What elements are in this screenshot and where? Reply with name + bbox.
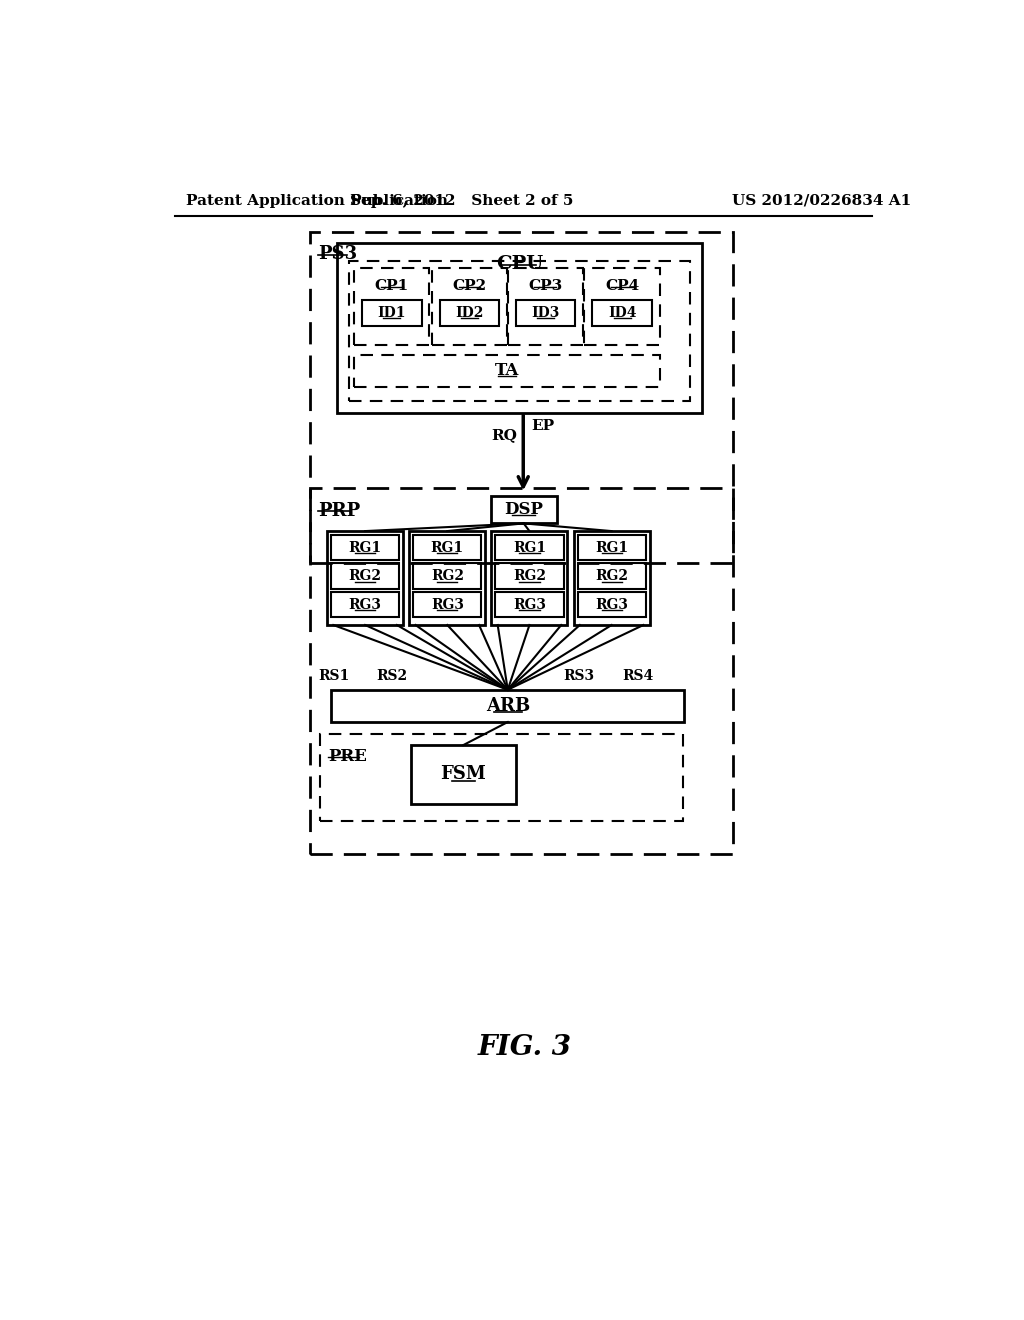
Text: RG1: RG1 [431,541,464,554]
Bar [515,300,575,326]
Text: RG2: RG2 [595,569,628,583]
Text: Sep. 6, 2012   Sheet 2 of 5: Sep. 6, 2012 Sheet 2 of 5 [349,194,573,207]
Text: RG3: RG3 [348,598,382,611]
Bar [573,531,649,626]
Bar [354,355,659,387]
Bar [414,535,481,561]
Bar [508,268,583,345]
Bar [331,535,399,561]
Bar [310,231,732,562]
Text: RG2: RG2 [348,569,382,583]
Text: ID2: ID2 [456,306,483,321]
Text: RG3: RG3 [513,598,546,611]
Text: ID3: ID3 [531,306,559,321]
Bar [331,689,684,722]
Text: RG1: RG1 [595,541,628,554]
Text: RG2: RG2 [431,569,464,583]
Bar [439,300,500,326]
Text: PRP: PRP [317,502,360,520]
Bar [331,591,399,618]
Text: Patent Application Publication: Patent Application Publication [186,194,449,207]
Bar [411,744,515,804]
Text: RG1: RG1 [348,541,382,554]
Bar [578,535,646,561]
Text: RG2: RG2 [513,569,546,583]
Bar [349,261,690,401]
Bar [337,243,701,412]
Text: ID4: ID4 [608,306,636,321]
Bar [490,496,557,524]
Bar [310,488,732,854]
Bar [585,268,659,345]
Text: CP2: CP2 [453,279,486,293]
Text: CP4: CP4 [605,279,639,293]
Text: PRE: PRE [328,748,367,766]
Bar [321,734,683,821]
Bar [496,564,563,589]
Text: CP3: CP3 [528,279,562,293]
Bar [592,300,652,326]
Text: ID1: ID1 [378,306,407,321]
Bar [496,591,563,618]
Bar [496,535,563,561]
Text: RS1: RS1 [318,669,350,682]
Text: EP: EP [531,420,554,433]
Bar [414,564,481,589]
Bar [578,564,646,589]
Text: ARB: ARB [485,697,529,715]
Text: RG3: RG3 [431,598,464,611]
Bar [328,531,403,626]
Bar [362,300,422,326]
Bar [354,268,429,345]
Text: RS3: RS3 [563,669,595,682]
Text: US 2012/0226834 A1: US 2012/0226834 A1 [732,194,911,207]
Bar [492,531,567,626]
Bar [578,591,646,618]
Bar [331,564,399,589]
Text: RG1: RG1 [513,541,546,554]
Text: DSP: DSP [504,502,543,517]
Text: FSM: FSM [440,766,486,783]
Text: TA: TA [495,363,519,379]
Text: RS4: RS4 [623,669,653,682]
Bar [432,268,507,345]
Text: RG3: RG3 [595,598,628,611]
Text: RS2: RS2 [376,669,408,682]
Text: PS3: PS3 [317,246,357,264]
Text: FIG. 3: FIG. 3 [478,1035,571,1061]
Text: CP1: CP1 [375,279,409,293]
Bar [414,591,481,618]
Text: RQ: RQ [492,429,517,442]
Bar [410,531,485,626]
Text: CPU: CPU [496,256,543,273]
